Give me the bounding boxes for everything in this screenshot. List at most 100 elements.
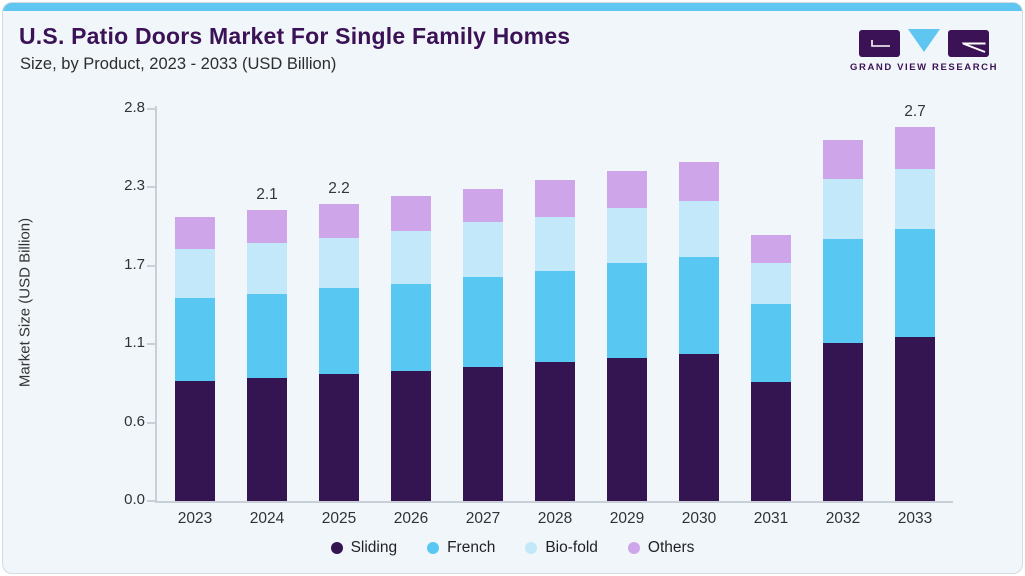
y-tick-mark (147, 500, 156, 502)
bar-segment-french-2023[interactable] (175, 298, 215, 381)
bar-segment-others-2025[interactable] (319, 204, 359, 238)
bar-segment-others-2031[interactable] (751, 235, 791, 263)
legend-item-bio-fold[interactable]: Bio-fold (525, 539, 598, 557)
bar-segment-bio-fold-2030[interactable] (679, 201, 719, 258)
legend-swatch-icon (330, 542, 343, 554)
bar-segment-sliding-2023[interactable] (175, 380, 215, 501)
bar-segment-bio-fold-2025[interactable] (319, 237, 359, 289)
bar-segment-french-2033[interactable] (895, 229, 935, 338)
bar-segment-bio-fold-2033[interactable] (895, 169, 935, 230)
bar-segment-sliding-2028[interactable] (535, 362, 575, 501)
y-tick-label: 2.8 (124, 99, 145, 116)
bar-2031[interactable] (751, 235, 791, 501)
x-tick-label-2023: 2023 (177, 510, 213, 527)
page-subtitle: Size, by Product, 2023 - 2033 (USD Billi… (20, 55, 337, 73)
bar-segment-bio-fold-2023[interactable] (175, 249, 215, 298)
y-axis-title: Market Size (USD Billion) (16, 217, 34, 388)
bar-2032[interactable] (823, 139, 863, 501)
legend-item-others[interactable]: Others (627, 539, 695, 557)
bar-segment-others-2030[interactable] (679, 162, 719, 202)
bar-segment-bio-fold-2024[interactable] (247, 243, 287, 294)
bar-segment-others-2024[interactable] (247, 209, 287, 244)
grand-view-research-logo: GRAND VIEW RESEARCH (850, 29, 998, 73)
bar-2025[interactable] (319, 204, 359, 501)
bar-segment-sliding-2031[interactable] (751, 382, 791, 501)
bar-segment-bio-fold-2031[interactable] (751, 263, 791, 304)
legend-swatch-icon (525, 542, 538, 554)
legend-label: Others (647, 539, 695, 556)
bar-2026[interactable] (391, 195, 431, 501)
legend-label: French (447, 539, 496, 556)
y-tick-label: 0.6 (124, 412, 145, 430)
bar-segment-french-2032[interactable] (823, 239, 863, 343)
bar-segment-french-2026[interactable] (391, 284, 431, 371)
bar-segment-others-2032[interactable] (823, 139, 863, 179)
bar-2027[interactable] (463, 188, 503, 501)
bar-2029[interactable] (607, 170, 647, 501)
bar-segment-others-2033[interactable] (895, 127, 935, 170)
legend-swatch-icon (627, 542, 640, 554)
bar-segment-french-2027[interactable] (463, 277, 503, 367)
x-tick-label-2025: 2025 (321, 510, 357, 527)
x-tick-label-2030: 2030 (681, 510, 717, 527)
x-axis-line (155, 501, 953, 503)
y-tick-label: 1.7 (124, 255, 145, 273)
chart-legend: Sliding French Bio-fold Others (3, 539, 1022, 557)
y-tick-mark (147, 108, 156, 110)
bar-segment-others-2023[interactable] (175, 216, 215, 249)
bar-2028[interactable] (535, 180, 575, 501)
logo-r-icon (948, 29, 989, 57)
bar-segment-french-2028[interactable] (535, 271, 575, 363)
logo-g-icon (859, 29, 900, 57)
bar-segment-others-2028[interactable] (535, 180, 575, 217)
x-tick-label-2029: 2029 (609, 510, 645, 527)
bar-segment-bio-fold-2027[interactable] (463, 222, 503, 277)
y-tick-mark (147, 186, 156, 189)
bar-segment-french-2029[interactable] (607, 263, 647, 359)
bar-segment-sliding-2027[interactable] (463, 366, 503, 501)
bar-2024[interactable] (247, 209, 287, 501)
bar-segment-others-2026[interactable] (391, 195, 431, 231)
bar-segment-sliding-2026[interactable] (391, 370, 431, 501)
x-tick-label-2024: 2024 (249, 510, 285, 527)
bar-segment-sliding-2029[interactable] (607, 358, 647, 501)
bar-segment-french-2030[interactable] (679, 257, 719, 354)
bar-value-label-2033: 2.7 (904, 103, 926, 121)
logo-text: GRAND VIEW RESEARCH (850, 62, 999, 73)
bar-segment-french-2024[interactable] (247, 293, 287, 378)
legend-item-french[interactable]: French (427, 539, 495, 557)
bar-segment-french-2031[interactable] (751, 303, 791, 382)
logo-glyphs (850, 29, 998, 57)
page-title: U.S. Patio Doors Market For Single Famil… (19, 23, 571, 49)
legend-item-sliding[interactable]: Sliding (330, 539, 398, 557)
legend-swatch-icon (427, 542, 440, 554)
bar-segment-bio-fold-2028[interactable] (535, 216, 575, 272)
legend-label: Sliding (350, 539, 398, 556)
x-tick-label-2033: 2033 (897, 510, 933, 527)
bar-segment-bio-fold-2032[interactable] (823, 179, 863, 240)
bar-segment-sliding-2024[interactable] (247, 377, 287, 501)
x-tick-label-2026: 2026 (393, 510, 429, 527)
x-tick-label-2031: 2031 (753, 510, 789, 527)
y-tick-mark (147, 343, 156, 346)
y-tick-label: 0.0 (124, 491, 145, 508)
bar-segment-others-2027[interactable] (463, 188, 503, 223)
plot-area: 2.1 2.2 2.7 (155, 103, 953, 503)
bar-segment-french-2025[interactable] (319, 288, 359, 374)
y-tick-mark (147, 264, 156, 267)
bar-2030[interactable] (679, 162, 719, 501)
bar-2023[interactable] (175, 216, 215, 501)
bar-segment-bio-fold-2029[interactable] (607, 208, 647, 263)
y-tick-mark (147, 421, 156, 424)
bar-2033[interactable] (895, 127, 935, 501)
bar-segment-bio-fold-2026[interactable] (391, 230, 431, 284)
bar-segment-sliding-2030[interactable] (679, 354, 719, 501)
bar-segment-others-2029[interactable] (607, 170, 647, 209)
y-tick-label: 1.1 (124, 334, 145, 352)
bar-segment-sliding-2032[interactable] (823, 342, 863, 501)
bar-value-label-2025: 2.2 (328, 180, 350, 198)
x-tick-label-2027: 2027 (465, 510, 501, 527)
bar-segment-sliding-2025[interactable] (319, 373, 359, 501)
bar-segment-sliding-2033[interactable] (895, 337, 935, 501)
